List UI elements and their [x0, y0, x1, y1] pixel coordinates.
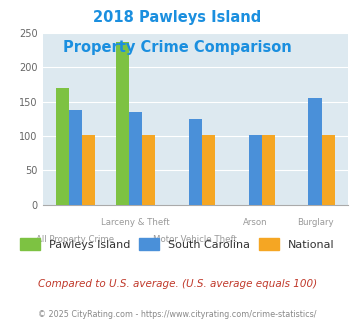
Text: Larceny & Theft: Larceny & Theft — [101, 218, 170, 227]
Bar — [322, 135, 335, 205]
Text: © 2025 CityRating.com - https://www.cityrating.com/crime-statistics/: © 2025 CityRating.com - https://www.city… — [38, 310, 317, 319]
Text: All Property Crime: All Property Crime — [37, 236, 115, 245]
Text: Compared to U.S. average. (U.S. average equals 100): Compared to U.S. average. (U.S. average … — [38, 279, 317, 289]
Legend: Pawleys Island, South Carolina, National: Pawleys Island, South Carolina, National — [20, 238, 335, 250]
Text: Burglary: Burglary — [297, 218, 333, 227]
Text: Motor Vehicle Theft: Motor Vehicle Theft — [153, 236, 237, 245]
Text: Property Crime Comparison: Property Crime Comparison — [63, 40, 292, 54]
Bar — [248, 135, 262, 205]
Bar — [69, 110, 82, 205]
Bar — [82, 135, 95, 205]
Bar — [56, 88, 69, 205]
Bar — [202, 135, 215, 205]
Bar — [189, 119, 202, 205]
Text: 2018 Pawleys Island: 2018 Pawleys Island — [93, 10, 262, 25]
Bar — [116, 42, 129, 205]
Bar — [262, 135, 275, 205]
Bar — [129, 112, 142, 205]
Bar — [308, 98, 322, 205]
Bar — [142, 135, 155, 205]
Text: Arson: Arson — [243, 218, 267, 227]
